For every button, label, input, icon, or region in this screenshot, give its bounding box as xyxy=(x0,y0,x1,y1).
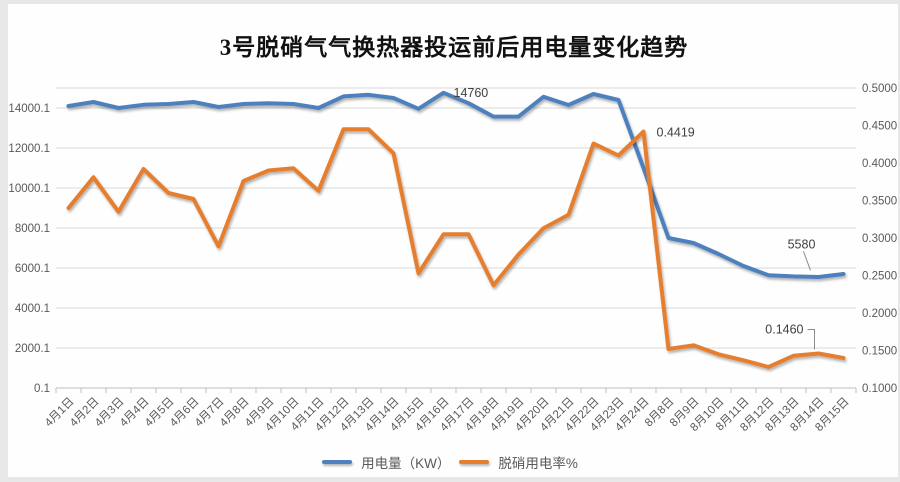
right-axis-tick-label: 0.2500 xyxy=(862,271,897,283)
data-label: 5580 xyxy=(788,237,816,251)
right-axis-tick-label: 0.3000 xyxy=(862,233,897,245)
legend-swatch-rate-line xyxy=(459,460,490,464)
right-axis-tick-label: 0.1500 xyxy=(862,346,897,358)
series-line-power xyxy=(66,90,846,279)
right-axis-tick-label: 0.1000 xyxy=(862,383,897,395)
left-axis-tick-label: 4000.1 xyxy=(15,303,50,315)
annotation-leader-line xyxy=(807,329,815,350)
legend-label-rate: 脱硝用电率% xyxy=(498,456,578,471)
annotation-leader-line xyxy=(803,251,811,271)
left-axis-tick-label: 2000.1 xyxy=(15,343,50,355)
data-label: 0.1460 xyxy=(765,323,803,337)
left-axis-tick-label: 14000.1 xyxy=(8,103,50,115)
data-label: 14760 xyxy=(454,86,489,100)
right-axis-tick-label: 0.5000 xyxy=(862,83,897,95)
right-axis-tick-label: 0.4000 xyxy=(862,158,897,170)
series-line-rate xyxy=(66,127,846,369)
data-label: 0.4419 xyxy=(657,126,695,140)
right-axis-tick-label: 0.4500 xyxy=(862,121,897,133)
left-axis-tick-label: 10000.1 xyxy=(8,183,50,195)
legend: 用电量（KW） 脱硝用电率% xyxy=(0,449,900,475)
left-axis-tick-label: 8000.1 xyxy=(15,223,50,235)
right-axis-tick-label: 0.3500 xyxy=(862,196,897,208)
chart-background xyxy=(8,4,898,477)
right-axis-tick-label: 0.2000 xyxy=(862,308,897,320)
chart-title: 3号脱硝气气换热器投运前后用电量变化趋势 xyxy=(219,35,689,60)
left-axis-tick-label: 12000.1 xyxy=(8,143,50,155)
left-axis-tick-label: 0.1 xyxy=(34,383,50,395)
legend-swatch-power-line xyxy=(322,460,353,464)
left-axis-tick-label: 6000.1 xyxy=(15,263,50,275)
legend-label-power: 用电量（KW） xyxy=(361,456,451,471)
